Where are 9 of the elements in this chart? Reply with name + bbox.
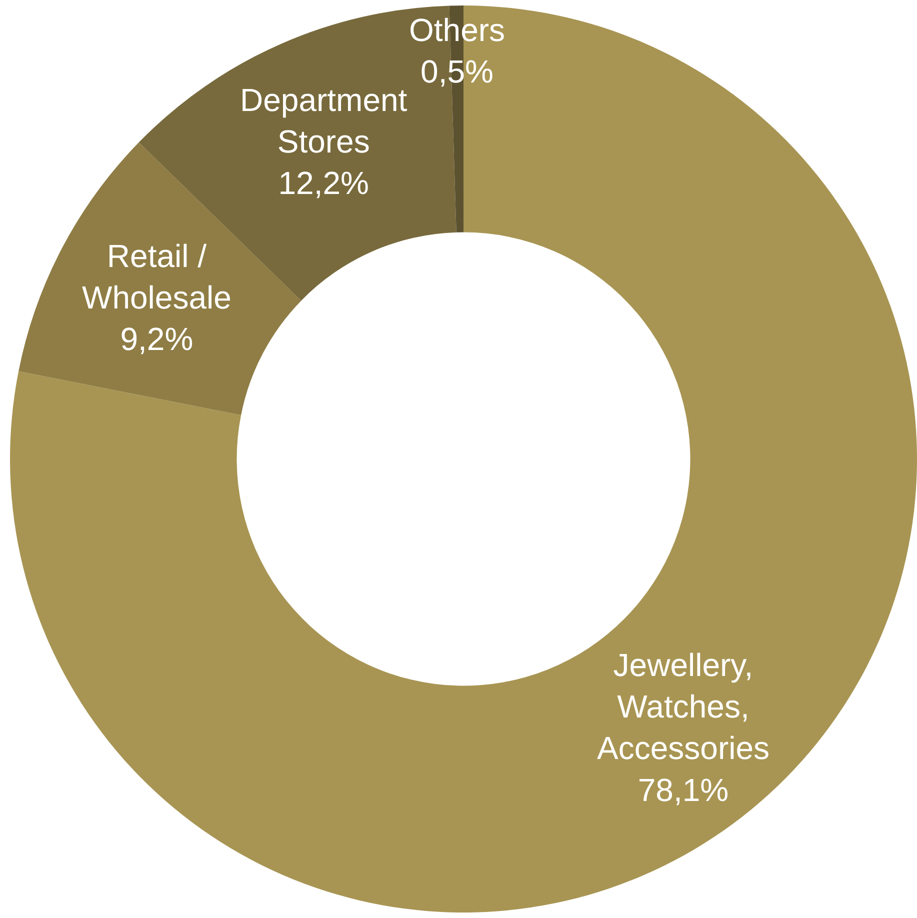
slice-label: Department Stores [240, 82, 408, 160]
data-label: 78,1% [638, 772, 729, 808]
slice-label: Retail / Wholesale [82, 238, 232, 316]
donut-slice [10, 6, 917, 912]
data-label: 12,2% [278, 165, 369, 202]
slice-label: Jewellery, Watches, Accessories [597, 647, 770, 766]
data-label: 0,5% [420, 54, 494, 90]
slice-label: Others [409, 12, 506, 48]
data-label: 9,2% [120, 321, 194, 358]
